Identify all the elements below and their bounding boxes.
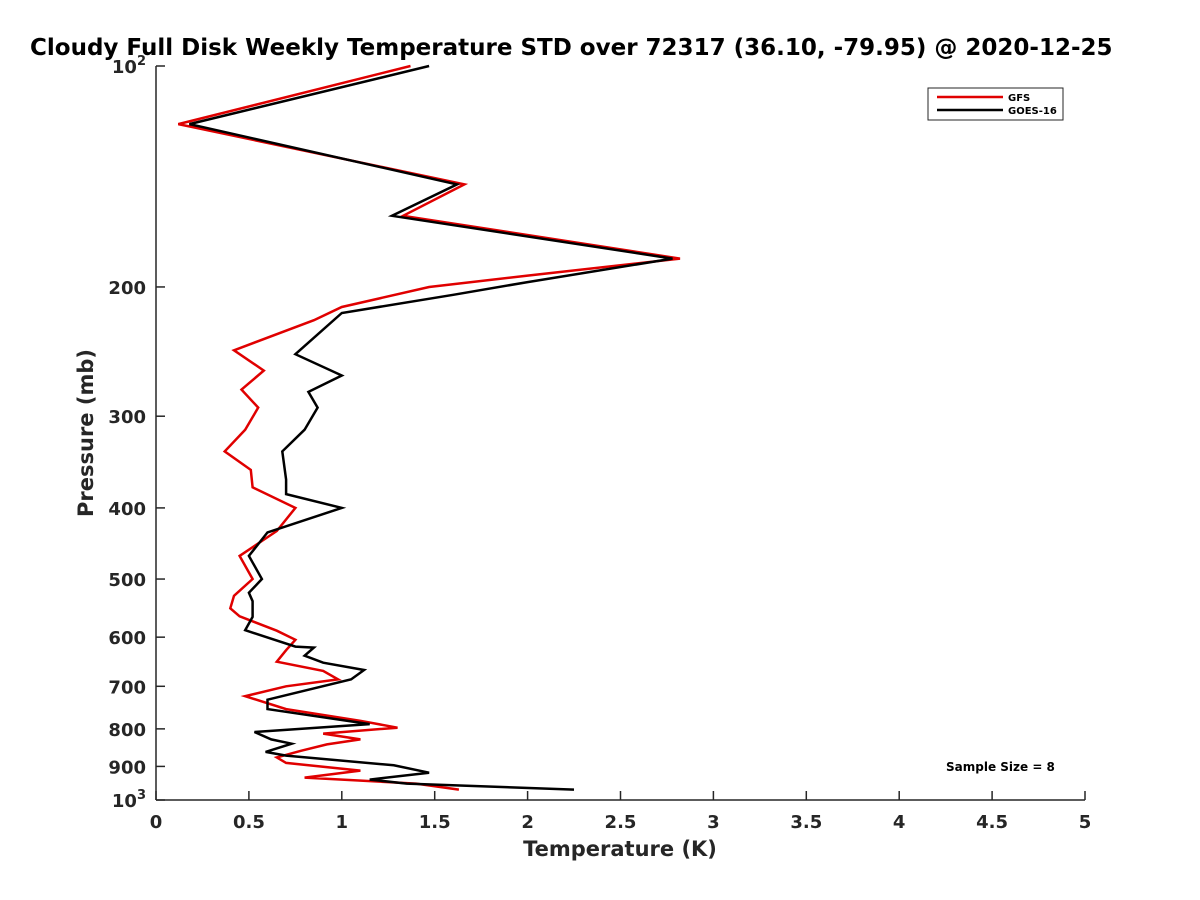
x-tick-label: 5 (1079, 812, 1092, 833)
series-line-goes16 (189, 64, 673, 791)
x-tick-label: 4.5 (976, 812, 1008, 833)
x-tick-label: 1 (336, 812, 349, 833)
y-tick-label: 102 (112, 54, 146, 78)
y-tick-label: 400 (108, 499, 146, 520)
legend: GFS GOES-16 (927, 87, 1064, 121)
y-tick-label: 800 (108, 720, 146, 741)
x-tick-label: 4 (893, 812, 906, 833)
x-tick-label: 3.5 (790, 812, 822, 833)
x-tick-label: 2.5 (605, 812, 637, 833)
series-lines (177, 64, 681, 791)
x-tick-label: 0 (150, 812, 163, 833)
sample-size-annotation: Sample Size = 8 (946, 760, 1055, 774)
series-line-gfs (177, 64, 681, 791)
y-tick-label: 103 (112, 788, 146, 812)
y-tick-label: 700 (108, 677, 146, 698)
y-tick-label: 600 (108, 628, 146, 649)
x-tick-label: 1.5 (419, 812, 451, 833)
chart-title: Cloudy Full Disk Weekly Temperature STD … (30, 35, 1113, 61)
y-tick-label: 300 (108, 407, 146, 428)
x-tick-label: 3 (707, 812, 720, 833)
y-tick-label: 900 (108, 757, 146, 778)
x-tick-label: 2 (521, 812, 534, 833)
y-tick-label: 500 (108, 570, 146, 591)
y-axis-label: Pressure (mb) (74, 349, 98, 517)
x-tick-label: 0.5 (233, 812, 265, 833)
y-tick-label: 200 (108, 278, 146, 299)
x-ticks: 0 0.5 1 1.5 2 2.5 3 3.5 4 4.5 5 (150, 791, 1092, 833)
legend-label-gfs: GFS (1008, 93, 1030, 104)
y-ticks: 102 200 300 400 500 600 700 800 900 103 (108, 54, 165, 812)
plot-area: 0 0.5 1 1.5 2 2.5 3 3.5 4 4.5 5 102 200 300 400 500 600… (108, 54, 1091, 833)
legend-label-goes16: GOES-16 (1008, 106, 1057, 117)
x-axis-label: Temperature (K) (523, 837, 717, 861)
legend-box (927, 87, 1064, 121)
